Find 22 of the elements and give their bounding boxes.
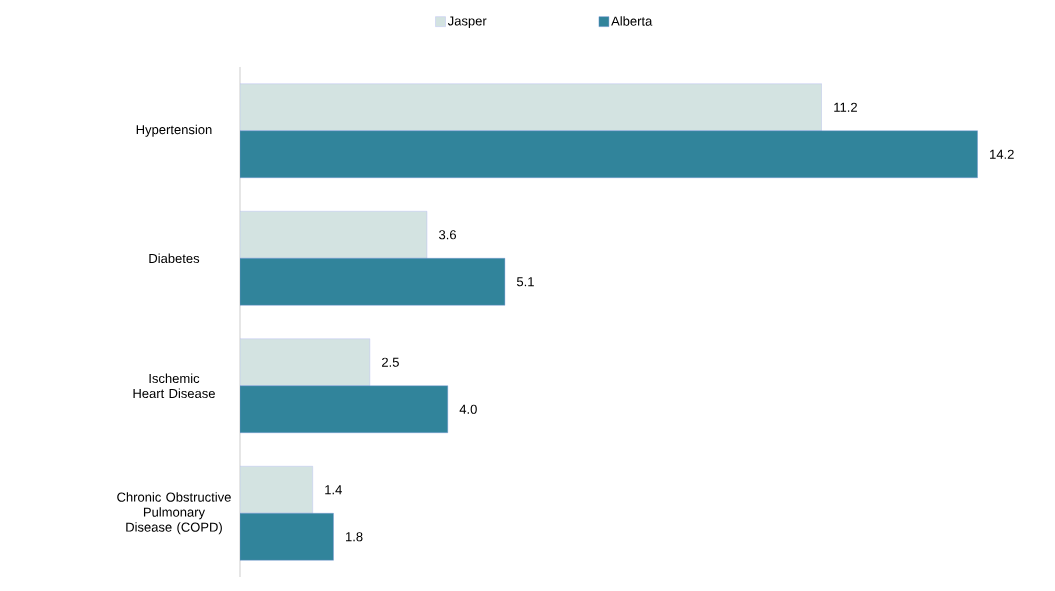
bar (240, 338, 371, 386)
bar (240, 513, 334, 561)
y-tick-label: Ischemic Heart Disease (133, 373, 215, 399)
data-label: 4.0 (459, 404, 477, 414)
bar (240, 258, 506, 306)
data-label: 1.8 (346, 532, 363, 542)
y-tick-label: Hypertension (136, 124, 212, 137)
y-tick-label: Chronic Obstructive Pulmonary Disease (COPD) (117, 492, 231, 535)
bar (240, 130, 978, 178)
data-label: 5.1 (516, 277, 534, 287)
bar (240, 385, 448, 433)
data-label: 3.6 (439, 230, 457, 240)
data-label: 14.2 (990, 149, 1014, 159)
bar (240, 83, 822, 131)
data-label: 2.5 (382, 357, 399, 367)
data-label: 11.2 (834, 102, 857, 112)
y-tick-label: Diabetes (149, 253, 200, 264)
legend-label: Jasper (447, 16, 487, 29)
bar (240, 211, 428, 259)
bar (240, 466, 313, 514)
legend-label: Alberta (611, 16, 653, 26)
data-label: 1.4 (325, 485, 342, 495)
